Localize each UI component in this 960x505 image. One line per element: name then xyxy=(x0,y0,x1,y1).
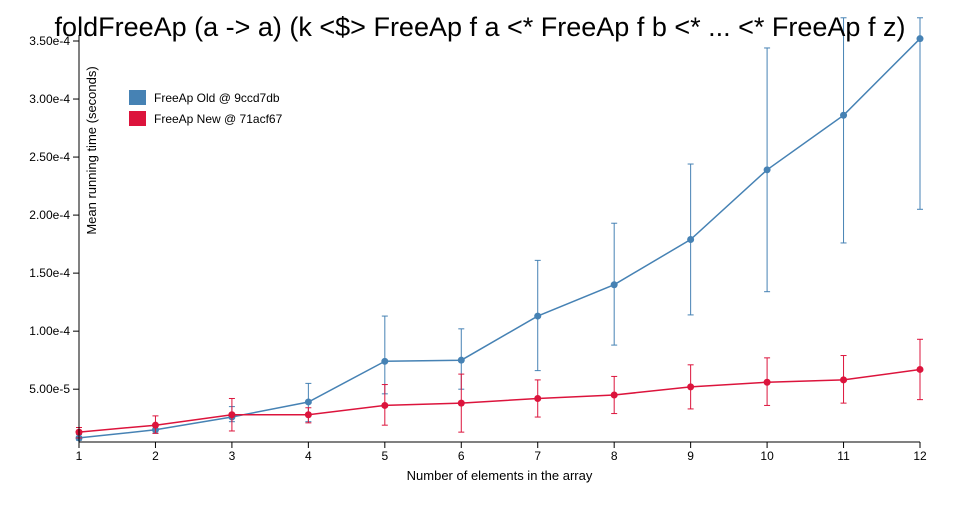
x-tick-label: 10 xyxy=(760,449,774,463)
data-point xyxy=(687,235,695,243)
series-2 xyxy=(75,338,924,439)
series-line xyxy=(78,38,921,439)
x-tick-label: 7 xyxy=(534,449,541,463)
series-layer xyxy=(75,17,924,442)
y-tick-label: 2.00e-4 xyxy=(29,208,70,222)
legend-swatch xyxy=(129,90,146,105)
data-point xyxy=(687,383,695,391)
legend-label: FreeAp Old @ 9ccd7db xyxy=(154,91,280,105)
series-line xyxy=(78,368,921,433)
data-point xyxy=(228,411,236,419)
data-point xyxy=(840,376,848,384)
x-tick-label: 11 xyxy=(837,449,850,463)
data-point xyxy=(304,411,312,419)
y-tick-label: 1.00e-4 xyxy=(29,324,70,338)
x-tick-label: 5 xyxy=(381,449,388,463)
data-point xyxy=(916,35,924,43)
data-point xyxy=(381,401,389,409)
x-tick-label: 6 xyxy=(458,449,465,463)
data-point xyxy=(610,391,618,399)
x-tick-label: 3 xyxy=(229,449,236,463)
x-axis-label: Number of elements in the array xyxy=(407,468,593,483)
x-tick-label: 8 xyxy=(611,449,618,463)
data-point xyxy=(840,111,848,119)
chart-title: foldFreeAp (a -> a) (k <$> FreeAp f a <*… xyxy=(54,12,906,42)
legend: FreeAp Old @ 9ccd7db FreeAp New @ 71acf67 xyxy=(129,90,283,126)
x-tick-label: 12 xyxy=(913,449,927,463)
x-tick-label: 4 xyxy=(305,449,312,463)
y-tick-label: 3.00e-4 xyxy=(29,92,70,106)
series-1 xyxy=(75,17,924,442)
data-point xyxy=(457,399,465,407)
y-tick-label: 2.50e-4 xyxy=(29,150,70,164)
data-point xyxy=(916,365,924,373)
x-tick-label: 9 xyxy=(687,449,694,463)
y-axis-label: Mean running time (seconds) xyxy=(84,66,99,234)
y-tick-label: 5.00e-5 xyxy=(29,382,70,396)
x-tick-label: 1 xyxy=(76,449,83,463)
data-point xyxy=(304,398,312,406)
axes-layer: 5.00e-5 1.00e-4 1.50e-4 2.00e-4 2.50e-4 3.00e… xyxy=(29,34,927,483)
y-axis-ticks: 5.00e-5 1.00e-4 1.50e-4 2.00e-4 2.50e-4 3.00e… xyxy=(29,34,79,396)
y-tick-label: 1.50e-4 xyxy=(29,266,70,280)
data-point xyxy=(457,356,465,364)
data-point xyxy=(763,378,771,386)
legend-label: FreeAp New @ 71acf67 xyxy=(154,112,283,126)
y-tick-label: 3.50e-4 xyxy=(29,34,70,48)
data-point xyxy=(534,394,542,402)
data-point xyxy=(763,166,771,174)
x-axis-ticks: 1 2 3 4 5 6 7 8 9 10 11 12 xyxy=(76,442,927,463)
data-point xyxy=(534,312,542,320)
data-point xyxy=(381,357,389,365)
x-tick-label: 2 xyxy=(152,449,159,463)
data-point xyxy=(610,281,618,289)
legend-swatch xyxy=(129,111,146,126)
data-point xyxy=(151,421,159,429)
